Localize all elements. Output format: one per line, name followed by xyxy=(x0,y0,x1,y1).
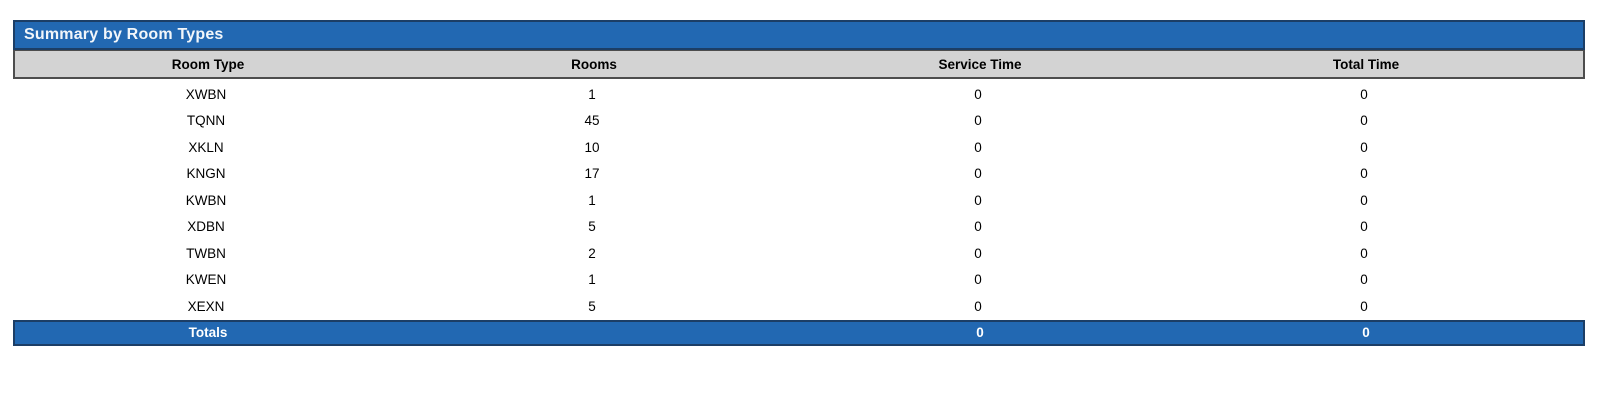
table-title: Summary by Room Types xyxy=(24,26,224,43)
column-header-total-time: Total Time xyxy=(1332,56,1400,72)
summary-by-room-types-table: Summary by Room Types Room Type Rooms Se… xyxy=(13,20,1585,346)
cell-rooms: 1 xyxy=(588,192,596,208)
cell-rooms: 1 xyxy=(588,86,596,102)
cell-total-time: 0 xyxy=(1360,298,1368,314)
cell-room-type: XWBN xyxy=(185,86,227,102)
cell-room-type: XDBN xyxy=(187,219,225,235)
cell-service-time: 0 xyxy=(974,219,982,235)
cell-room-type: XEXN xyxy=(187,298,225,314)
cell-total-time: 0 xyxy=(1360,113,1368,129)
table-row: XWBN 1 0 0 xyxy=(13,81,1585,108)
cell-rooms: 17 xyxy=(584,166,600,182)
cell-service-time: 0 xyxy=(974,272,982,288)
table-row: XEXN 5 0 0 xyxy=(13,293,1585,320)
cell-room-type: KWBN xyxy=(185,192,227,208)
column-header-service-time: Service Time xyxy=(938,56,1022,72)
cell-total-time: 0 xyxy=(1360,86,1368,102)
table-row: TWBN 2 0 0 xyxy=(13,240,1585,267)
totals-label: Totals xyxy=(188,325,228,340)
totals-total-time-value: 0 xyxy=(1362,325,1370,340)
table-row: KWEN 1 0 0 xyxy=(13,267,1585,294)
cell-total-time: 0 xyxy=(1360,272,1368,288)
table-row: TQNN 45 0 0 xyxy=(13,108,1585,135)
cell-rooms: 1 xyxy=(588,272,596,288)
cell-room-type: TQNN xyxy=(186,113,226,129)
cell-service-time: 0 xyxy=(974,139,982,155)
cell-total-time: 0 xyxy=(1360,192,1368,208)
cell-room-type: XKLN xyxy=(188,139,224,155)
cell-room-type: KNGN xyxy=(186,166,226,182)
cell-service-time: 0 xyxy=(974,113,982,129)
table-header-row: Room Type Rooms Service Time Total Time xyxy=(13,50,1585,79)
column-header-room-type: Room Type xyxy=(171,56,245,72)
cell-total-time: 0 xyxy=(1360,139,1368,155)
table-row: XDBN 5 0 0 xyxy=(13,214,1585,241)
cell-total-time: 0 xyxy=(1360,219,1368,235)
totals-service-time-value: 0 xyxy=(976,325,984,340)
table-row: XKLN 10 0 0 xyxy=(13,134,1585,161)
table-row: KWBN 1 0 0 xyxy=(13,187,1585,214)
cell-rooms: 2 xyxy=(588,245,596,261)
cell-total-time: 0 xyxy=(1360,245,1368,261)
cell-rooms: 5 xyxy=(588,219,596,235)
cell-total-time: 0 xyxy=(1360,166,1368,182)
cell-service-time: 0 xyxy=(974,86,982,102)
cell-service-time: 0 xyxy=(974,298,982,314)
cell-rooms: 10 xyxy=(584,139,600,155)
cell-room-type: KWEN xyxy=(185,272,227,288)
table-title-bar: Summary by Room Types xyxy=(13,20,1585,50)
cell-rooms: 45 xyxy=(584,113,600,129)
cell-room-type: TWBN xyxy=(186,245,226,261)
table-row: KNGN 17 0 0 xyxy=(13,161,1585,188)
table-body: XWBN 1 0 0 TQNN 45 0 0 XKLN 10 0 0 KNGN 17 0 0 KWBN 1 0 0 XD… xyxy=(13,79,1585,320)
column-header-rooms: Rooms xyxy=(571,56,617,72)
cell-service-time: 0 xyxy=(974,166,982,182)
cell-rooms: 5 xyxy=(588,298,596,314)
table-totals-row: Totals 0 0 xyxy=(13,319,1585,346)
cell-service-time: 0 xyxy=(974,245,982,261)
cell-service-time: 0 xyxy=(974,192,982,208)
